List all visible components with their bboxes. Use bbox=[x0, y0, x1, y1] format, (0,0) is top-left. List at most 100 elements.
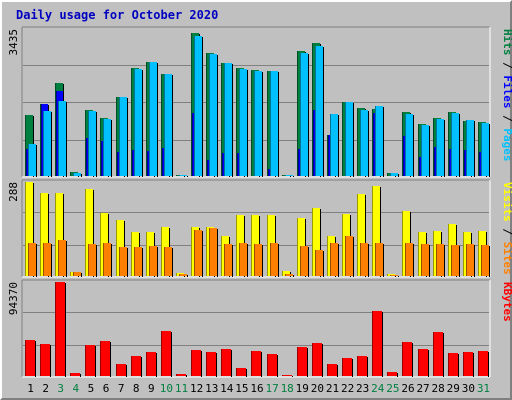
sites-bar-day-9-edge bbox=[149, 246, 150, 276]
kbytes-bar-day-14 bbox=[221, 349, 232, 377]
sites-bar-day-22-fill bbox=[345, 236, 353, 276]
sites-bar-day-15-edge bbox=[239, 243, 240, 276]
pages-bar-day-21-fill bbox=[330, 114, 338, 176]
x-tick-label-day-7: 7 bbox=[118, 382, 125, 395]
x-tick-label-day-11: 11 bbox=[175, 382, 188, 395]
kbytes-bar-day-20-shadow bbox=[322, 344, 323, 377]
sites-bar-day-15-fill bbox=[239, 243, 247, 276]
pages-bar-day-25-shadow bbox=[398, 174, 399, 177]
pages-bar-day-23-shadow bbox=[368, 111, 369, 177]
hits-bar-day-4-edge bbox=[70, 172, 71, 176]
pages-bar-day-10-fill bbox=[164, 74, 172, 176]
visits-bar-day-12-edge bbox=[191, 227, 192, 276]
pages-bar-day-28-shadow bbox=[444, 120, 445, 177]
sites-bar-day-11 bbox=[179, 274, 188, 277]
x-tick-label-day-19: 19 bbox=[296, 382, 309, 395]
pages-bar-day-1-edge bbox=[28, 144, 29, 176]
sites-bar-day-13-shadow bbox=[217, 229, 218, 277]
hits-bar-day-27-edge bbox=[418, 124, 419, 176]
pages-bar-day-6-edge bbox=[103, 119, 104, 176]
kbytes-bar-day-9 bbox=[146, 352, 157, 377]
pages-bar-day-19-fill bbox=[300, 53, 308, 176]
pages-bar-day-28-fill bbox=[436, 119, 444, 176]
pages-bar-day-31-fill bbox=[481, 123, 489, 176]
hits-bar-day-11-edge bbox=[176, 175, 177, 176]
kbytes-bar-day-11-edge bbox=[176, 374, 177, 376]
sites-bar-day-28 bbox=[436, 244, 445, 277]
visits-bar-day-23-fill bbox=[357, 194, 365, 276]
sites-bar-day-9 bbox=[149, 246, 158, 277]
kbytes-bar-day-23-shadow bbox=[367, 357, 368, 377]
visits-bar-day-28-edge bbox=[433, 231, 434, 276]
sites-bar-day-29-edge bbox=[451, 245, 452, 276]
sites-bar-day-2-fill bbox=[43, 243, 51, 276]
pages-bar-day-12-fill bbox=[194, 36, 202, 176]
kbytes-bar-day-12-edge bbox=[191, 350, 192, 376]
sites-bar-day-2-shadow bbox=[51, 244, 52, 277]
visits-bar-day-11-edge bbox=[176, 273, 177, 276]
kbytes-bar-day-13-fill bbox=[206, 352, 216, 376]
visits-bar-day-2-edge bbox=[40, 193, 41, 276]
sites-bar-day-21-fill bbox=[330, 243, 338, 276]
hits-bar-day-29-edge bbox=[448, 112, 449, 176]
hits-bar-day-19-edge bbox=[297, 51, 298, 176]
legend-part-hits: Hits bbox=[501, 29, 512, 56]
visits-bar-day-3 bbox=[55, 193, 64, 277]
sites-bar-day-7 bbox=[119, 247, 128, 277]
hits-bar-day-26-edge bbox=[402, 112, 403, 176]
visits-bar-day-21-edge bbox=[327, 236, 328, 276]
pages-bar-day-16 bbox=[254, 71, 263, 177]
pages-bar-day-8-shadow bbox=[142, 70, 143, 177]
kbytes-bar-day-3-fill bbox=[55, 282, 65, 376]
sites-bar-day-28-shadow bbox=[444, 245, 445, 277]
legend-separator: / bbox=[501, 222, 512, 242]
kbytes-bar-day-8-fill bbox=[131, 356, 141, 376]
sites-bar-day-25-fill bbox=[390, 275, 398, 276]
kbytes-bar-day-28 bbox=[433, 332, 444, 377]
visits-bar-day-29-edge bbox=[448, 224, 449, 276]
sites-bar-day-27-edge bbox=[421, 244, 422, 276]
sites-bar-day-14-shadow bbox=[232, 245, 233, 277]
kbytes-bar-day-9-fill bbox=[146, 352, 156, 376]
sites-bar-day-5-edge bbox=[88, 244, 89, 276]
pages-bar-day-20-edge bbox=[315, 46, 316, 176]
pages-bar-day-8 bbox=[134, 69, 143, 177]
kbytes-bar-day-17-fill bbox=[267, 354, 277, 376]
files-bar-day-12-edge bbox=[192, 113, 193, 176]
sites-bar-day-16-fill bbox=[254, 244, 262, 276]
kbytes-bar-day-26-edge bbox=[402, 342, 403, 376]
pages-bar-day-6-shadow bbox=[111, 120, 112, 177]
visits-bar-day-24-fill bbox=[372, 186, 380, 276]
x-tick-label-day-10: 10 bbox=[160, 382, 173, 395]
hits-bar-day-21-edge bbox=[327, 135, 328, 176]
pages-bar-day-17-shadow bbox=[278, 72, 279, 177]
sites-bar-day-26 bbox=[405, 243, 414, 277]
sites-bar-day-8-shadow bbox=[142, 248, 143, 277]
kbytes-bar-day-30-edge bbox=[463, 352, 464, 376]
sites-bar-day-6-edge bbox=[103, 243, 104, 276]
sites-bar-day-26-edge bbox=[405, 243, 406, 276]
sites-bar-day-24 bbox=[375, 243, 384, 277]
sites-bar-day-1 bbox=[28, 243, 37, 277]
pages-bar-day-17-edge bbox=[270, 71, 271, 176]
pages-bar-day-29-edge bbox=[451, 113, 452, 176]
sites-bar-day-31-edge bbox=[481, 245, 482, 276]
kbytes-bar-day-12-shadow bbox=[201, 351, 202, 377]
sites-bar-day-24-fill bbox=[375, 243, 383, 276]
pages-bar-day-18-fill bbox=[285, 175, 293, 176]
sites-bar-day-30-edge bbox=[466, 244, 467, 276]
hits-bar-day-20-edge bbox=[312, 43, 313, 176]
kbytes-bar-day-13 bbox=[206, 352, 217, 377]
kbytes-bar-day-27 bbox=[418, 349, 429, 377]
sites-bar-day-17-shadow bbox=[278, 244, 279, 277]
sites-bar-day-13 bbox=[209, 228, 218, 277]
kbytes-bar-day-10-edge bbox=[161, 331, 162, 376]
kbytes-bar-day-5 bbox=[85, 345, 96, 377]
kbytes-bar-day-3-edge bbox=[55, 282, 56, 376]
pages-bar-day-14-fill bbox=[224, 63, 232, 176]
kbytes-bar-day-9-edge bbox=[146, 352, 147, 376]
kbytes-bar-day-30-fill bbox=[463, 352, 473, 376]
kbytes-bar-day-5-shadow bbox=[95, 346, 96, 377]
pages-bar-day-27-edge bbox=[421, 125, 422, 176]
kbytes-bar-day-27-edge bbox=[418, 349, 419, 376]
